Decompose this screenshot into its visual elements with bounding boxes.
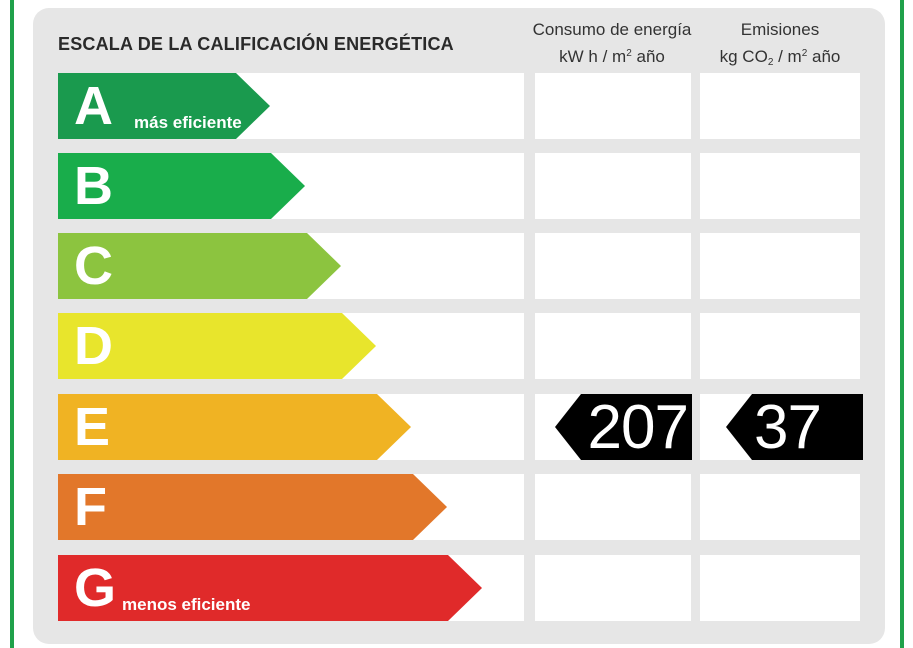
grade-letter: B (74, 156, 113, 216)
emissions-cell (700, 555, 860, 621)
grade-letter: D (74, 316, 113, 376)
grade-letter: C (74, 236, 113, 296)
energy-cell (535, 555, 691, 621)
emissions-cell (700, 474, 860, 540)
grade-arrow-e: E (58, 394, 411, 460)
grade-row-e: E 207 37 (0, 394, 913, 460)
grade-row-d: D (0, 313, 913, 379)
energy-cell (535, 153, 691, 219)
energy-cell (535, 313, 691, 379)
energy-rating-value: 207 (587, 393, 689, 462)
grade-row-c: C (0, 233, 913, 299)
grade-row-f: F (0, 474, 913, 540)
emissions-cell (700, 233, 860, 299)
energy-header-line2: kW h / m2 año (559, 47, 665, 66)
grade-arrow-a: A más eficiente (58, 73, 270, 139)
grade-row-a: A más eficiente (0, 73, 913, 139)
emissions-cell (700, 73, 860, 139)
grade-arrow-b: B (58, 153, 305, 219)
grade-letter: G (74, 558, 117, 618)
grade-row-b: B (0, 153, 913, 219)
grade-arrow-g: G menos eficiente (58, 555, 482, 621)
grade-letter: E (74, 397, 111, 457)
energy-cell (535, 474, 691, 540)
grade-note: menos eficiente (122, 595, 251, 614)
emissions-header-line1: Emisiones (740, 20, 820, 39)
emissions-cell (700, 153, 860, 219)
grade-arrow-f: F (58, 474, 447, 540)
grade-row-g: G menos eficiente (0, 555, 913, 621)
energy-cell (535, 233, 691, 299)
energy-column-header: Consumo de energía kW h / m2 año (527, 18, 697, 69)
grade-letter: F (74, 477, 107, 537)
emissions-rating-value: 37 (754, 393, 822, 462)
grade-note: más eficiente (134, 113, 242, 132)
grade-letter: A (74, 76, 113, 136)
energy-header-line1: Consumo de energía (532, 20, 692, 39)
emissions-rating-tag: 37 (726, 394, 863, 460)
emissions-column-header: Emisiones kg CO2 / m2 año (698, 18, 862, 75)
emissions-header-line2: kg CO2 / m2 año (719, 47, 841, 68)
grade-arrow-c: C (58, 233, 341, 299)
border-left (10, 0, 14, 648)
grade-arrow-d: D (58, 313, 376, 379)
scale-title: ESCALA DE LA CALIFICACIÓN ENERGÉTICA (58, 34, 454, 54)
border-right (900, 0, 904, 648)
energy-rating-tag: 207 (555, 394, 692, 460)
energy-cell (535, 73, 691, 139)
emissions-cell (700, 313, 860, 379)
